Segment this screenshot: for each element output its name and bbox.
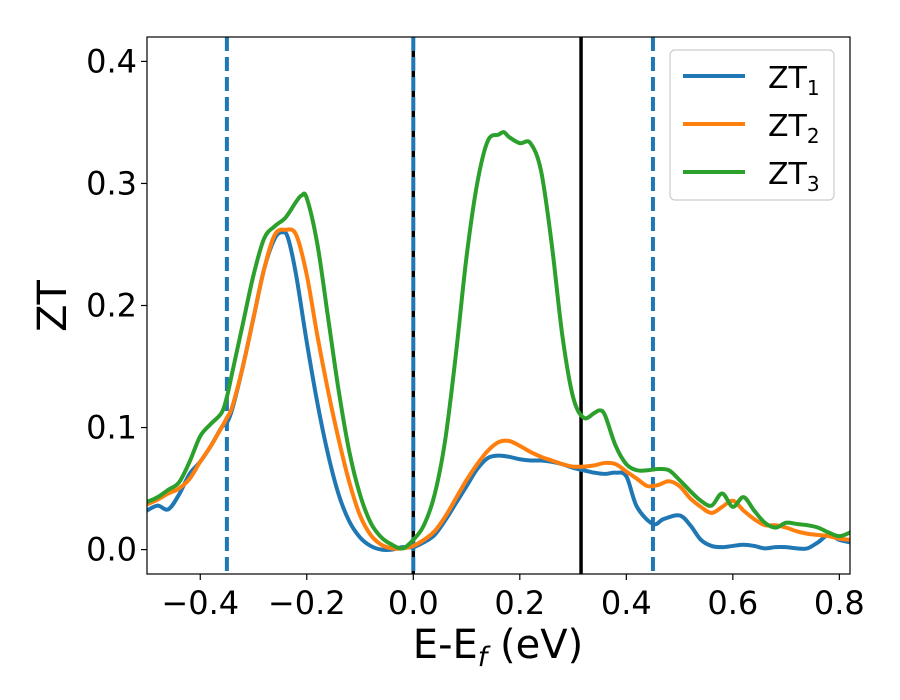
x-tick-label: 0.4	[601, 584, 652, 622]
y-tick-label: 0.0	[86, 531, 137, 569]
x-axis-label-main: E-E	[413, 622, 478, 668]
series-line-zt2	[147, 227, 850, 551]
x-axis-label: E-Ef (eV)	[413, 622, 583, 673]
x-tick-label: 0.8	[814, 584, 865, 622]
legend-box	[669, 49, 835, 201]
y-tick-label: 0.3	[86, 164, 137, 202]
y-axis-ticks: 0.0 0.1 0.2 0.3 0.4	[86, 42, 147, 569]
x-tick-label: −0.2	[268, 584, 346, 622]
x-axis-ticks: −0.4 −0.2 0.0 0.2 0.4 0.6 0.8	[161, 574, 865, 622]
series-line-zt3	[147, 130, 850, 551]
series-layer	[147, 130, 850, 552]
legend-label-zt3: ZT3	[768, 157, 820, 196]
x-tick-label: −0.4	[161, 584, 239, 622]
legend: ZT1 ZT2 ZT3	[669, 49, 835, 201]
y-tick-label: 0.1	[86, 409, 137, 447]
legend-label-zt1: ZT1	[768, 61, 820, 100]
x-tick-label: 0.2	[494, 584, 545, 622]
y-tick-label: 0.4	[86, 42, 137, 80]
legend-label-zt2: ZT2	[768, 109, 820, 148]
x-tick-label: 0.6	[707, 584, 758, 622]
x-axis-label-unit: (eV)	[487, 622, 583, 668]
x-tick-label: 0.0	[388, 584, 439, 622]
vertical-reference-lines	[224, 37, 655, 574]
y-tick-label: 0.2	[86, 287, 137, 325]
y-axis-label: ZT	[30, 280, 76, 332]
